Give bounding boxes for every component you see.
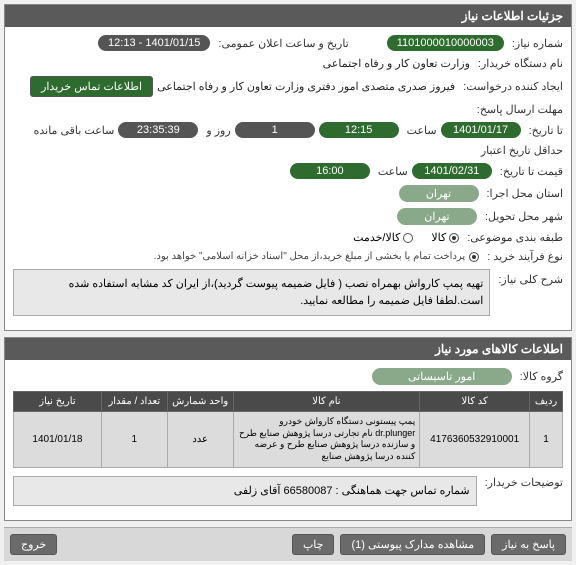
creator-value: فیروز صدری متصدی امور دفتری وزارت تعاون … — [157, 80, 455, 93]
validity-time: 16:00 — [290, 163, 370, 179]
deadline-date: 1401/01/17 — [441, 122, 521, 138]
col-row: ردیف — [530, 392, 563, 412]
buyer-note-label: توضیحات خریدار: — [485, 476, 563, 489]
cell-row: 1 — [530, 412, 563, 468]
col-date: تاریخ نیاز — [14, 392, 102, 412]
deadline-label: مهلت ارسال پاسخ: — [477, 103, 563, 116]
items-table: ردیف کد کالا نام کالا واحد شمارش تعداد /… — [13, 391, 563, 468]
radio-goods[interactable]: کالا — [431, 231, 459, 244]
public-announce-value: 1401/01/15 - 12:13 — [98, 35, 210, 51]
buyer-agency-label: نام دستگاه خریدار: — [478, 57, 563, 70]
need-details-panel: جزئیات اطلاعات نیاز شماره نیاز: 11010000… — [4, 4, 572, 331]
deadline-to-label: تا تاریخ: — [529, 124, 563, 137]
validity-date: 1401/02/31 — [412, 163, 492, 179]
need-number-label: شماره نیاز: — [512, 37, 563, 50]
col-code: کد کالا — [420, 392, 530, 412]
category-radio-group: کالا کالا/خدمت — [353, 231, 459, 244]
print-button[interactable]: چاپ — [292, 534, 335, 555]
remaining-label: ساعت باقی مانده — [34, 124, 115, 137]
footer-bar: پاسخ به نیاز مشاهده مدارک پیوستی (1) چاپ… — [4, 527, 572, 561]
items-panel: اطلاعات کالاهای مورد نیاز گروه کالا: امو… — [4, 337, 572, 521]
items-panel-title: اطلاعات کالاهای مورد نیاز — [5, 338, 571, 360]
process-note: پرداخت تمام یا بخشی از مبلغ خرید،از محل … — [154, 251, 466, 262]
public-announce-label: تاریخ و ساعت اعلان عمومی: — [218, 37, 348, 50]
attachments-button[interactable]: مشاهده مدارک پیوستی (1) — [340, 534, 485, 555]
exit-button[interactable]: خروج — [10, 534, 57, 555]
remaining-time: 23:35:39 — [118, 122, 198, 138]
category-label: طبقه بندی موضوعی: — [467, 231, 563, 244]
cell-name: پمپ پیستونی دستگاه کارواش خودرو dr.plung… — [233, 412, 420, 468]
creator-label: ایجاد کننده درخواست: — [463, 80, 563, 93]
buyer-contact-button[interactable]: اطلاعات تماس خریدار — [30, 76, 153, 97]
validity-to-label: قیمت تا تاریخ: — [500, 165, 563, 178]
radio-goods-label: کالا — [431, 231, 446, 244]
cell-date: 1401/01/18 — [14, 412, 102, 468]
desc-box: تهیه پمپ کارواش بهمراه نصب ( فایل ضمیمه … — [13, 269, 490, 316]
desc-label: شرح کلی نیاز: — [498, 273, 563, 286]
reply-button[interactable]: پاسخ به نیاز — [491, 534, 566, 555]
col-unit: واحد شمارش — [167, 392, 233, 412]
exec-province-label: استان محل اجرا: — [487, 187, 564, 200]
group-value: امور تاسیساتی — [372, 368, 512, 385]
cell-unit: عدد — [167, 412, 233, 468]
table-row[interactable]: 1 4176360532910001 پمپ پیستونی دستگاه کا… — [14, 412, 563, 468]
delivery-city-value: تهران — [397, 208, 477, 225]
radio-dot-checked-icon — [449, 233, 459, 243]
days-label: روز و — [206, 124, 230, 137]
buyer-agency-value: وزارت تعاون کار و رفاه اجتماعی — [323, 57, 470, 70]
col-qty: تعداد / مقدار — [101, 392, 167, 412]
deadline-time-label: ساعت — [407, 124, 437, 137]
exec-province-value: تهران — [399, 185, 479, 202]
radio-service-label: کالا/خدمت — [353, 231, 400, 244]
group-label: گروه کالا: — [520, 370, 563, 383]
validity-time-label: ساعت — [378, 165, 408, 178]
buyer-note-box: شماره تماس جهت هماهنگی : 66580087 آقای ز… — [13, 476, 477, 507]
day-count: 1 — [235, 122, 315, 138]
deadline-time: 12:15 — [319, 122, 399, 138]
process-label: نوع فرآیند خرید : — [487, 250, 563, 263]
process-radio-icon — [469, 252, 479, 262]
panel-title: جزئیات اطلاعات نیاز — [5, 5, 571, 27]
table-header-row: ردیف کد کالا نام کالا واحد شمارش تعداد /… — [14, 392, 563, 412]
cell-qty: 1 — [101, 412, 167, 468]
need-number-value: 1101000010000003 — [387, 35, 504, 51]
col-name: نام کالا — [233, 392, 420, 412]
validity-label: حداقل تاریخ اعتبار — [481, 144, 563, 157]
delivery-city-label: شهر محل تحویل: — [485, 210, 563, 223]
cell-code: 4176360532910001 — [420, 412, 530, 468]
radio-service[interactable]: کالا/خدمت — [353, 231, 413, 244]
radio-dot-icon — [403, 233, 413, 243]
